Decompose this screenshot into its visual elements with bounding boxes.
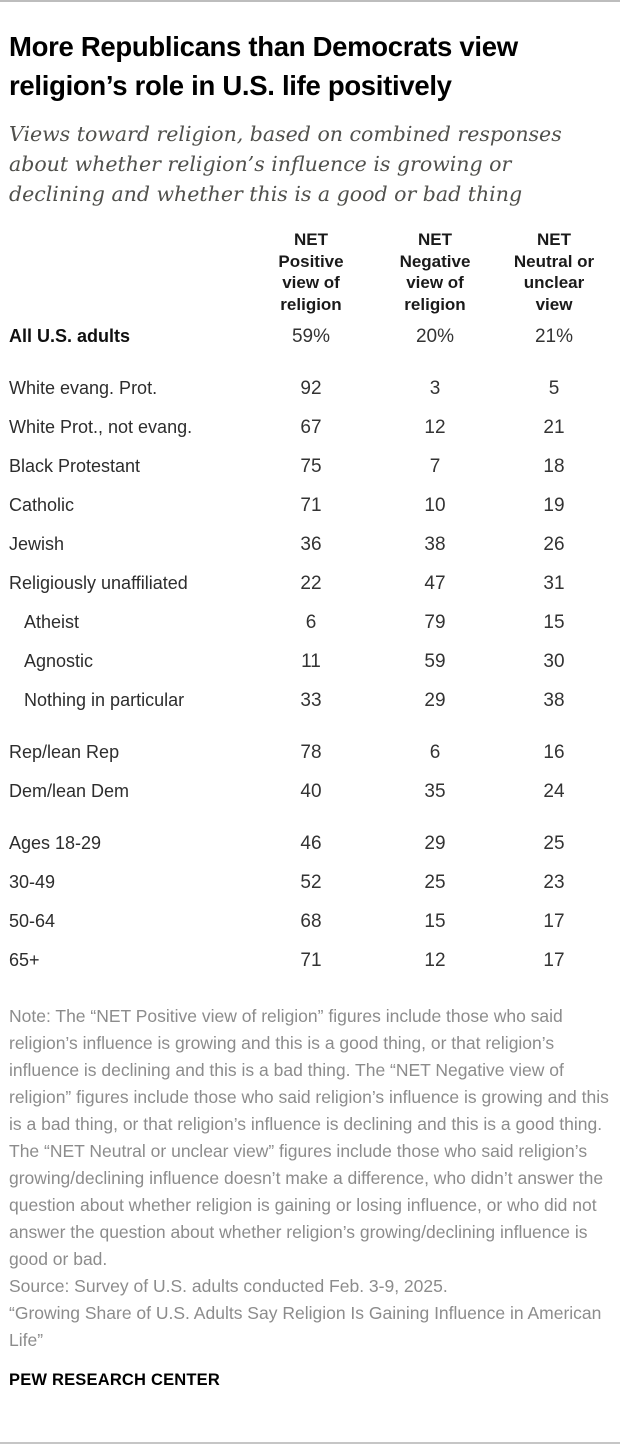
source-text: Source: Survey of U.S. adults conducted … xyxy=(9,1276,448,1296)
row-label: Jewish xyxy=(9,534,65,554)
cell-net-neutral: 16 xyxy=(543,742,565,763)
cell-net-positive: 40 xyxy=(300,781,322,802)
cell-net-negative: 47 xyxy=(424,573,446,594)
row-label: White evang. Prot. xyxy=(9,378,158,398)
cell-net-positive: 71 xyxy=(300,495,322,516)
cell-net-negative: 38 xyxy=(424,534,446,555)
cell-net-positive: 46 xyxy=(300,833,322,854)
cell-net-negative: 12 xyxy=(424,950,446,971)
cell-net-positive: 33 xyxy=(300,690,322,711)
table-row: Nothing in particular 33 29 38 xyxy=(9,688,611,713)
cell-net-neutral: 5 xyxy=(548,378,560,399)
table-row: Atheist 6 79 15 xyxy=(9,610,611,635)
cell-net-neutral: 38 xyxy=(543,690,565,711)
chart-title: More Republicans than Democrats view rel… xyxy=(9,31,518,101)
cell-net-positive: 36 xyxy=(300,534,322,555)
table-row: Jewish 36 38 26 xyxy=(9,532,611,557)
row-label: Nothing in particular xyxy=(24,690,185,710)
cell-net-negative: 79 xyxy=(424,612,446,633)
cell-net-neutral: 24 xyxy=(543,781,565,802)
cell-net-negative: 25 xyxy=(424,872,446,893)
cell-net-positive: 52 xyxy=(300,872,322,893)
cell-net-neutral: 25 xyxy=(543,833,565,854)
table-row: All U.S. adults 59% 20% 21% xyxy=(9,324,611,349)
cell-net-neutral: 30 xyxy=(543,651,565,672)
table-row: White Prot., not evang. 67 12 21 xyxy=(9,415,611,440)
cell-net-negative: 7 xyxy=(429,456,441,477)
cell-net-negative: 29 xyxy=(424,833,446,854)
cell-net-neutral: 26 xyxy=(543,534,565,555)
column-header-net-negative: NET Negative view of religion xyxy=(399,230,471,314)
report-title-text: “Growing Share of U.S. Adults Say Religi… xyxy=(9,1303,602,1350)
row-label: Agnostic xyxy=(24,651,94,671)
column-header-net-neutral: NET Neutral or unclear view xyxy=(513,230,595,314)
cell-net-negative: 59 xyxy=(424,651,446,672)
cell-net-neutral: 21 xyxy=(543,417,565,438)
cell-net-neutral: 17 xyxy=(543,950,565,971)
cell-net-positive: 92 xyxy=(300,378,322,399)
table-row: Agnostic 11 59 30 xyxy=(9,649,611,674)
cell-net-positive: 67 xyxy=(300,417,322,438)
table-row: Catholic 71 10 19 xyxy=(9,493,611,518)
row-label: All U.S. adults xyxy=(9,326,131,346)
row-label: Religiously unaffiliated xyxy=(9,573,188,593)
data-table: NET Positive view of religion NET Negati… xyxy=(9,229,611,973)
table-header-row: NET Positive view of religion NET Negati… xyxy=(9,229,611,315)
cell-net-negative: 29 xyxy=(424,690,446,711)
cell-net-neutral: 23 xyxy=(543,872,565,893)
footnotes-block: Note: The “NET Positive view of religion… xyxy=(9,1003,611,1354)
cell-net-negative: 35 xyxy=(424,781,446,802)
row-label: 30-49 xyxy=(9,872,56,892)
cell-net-neutral: 18 xyxy=(543,456,565,477)
table-row: 65+ 71 12 17 xyxy=(9,948,611,973)
row-label: Black Protestant xyxy=(9,456,141,476)
table-row: Ages 18-29 46 29 25 xyxy=(9,831,611,856)
cell-net-neutral: 31 xyxy=(543,573,565,594)
cell-net-positive: 22 xyxy=(300,573,322,594)
table-row: Religiously unaffiliated 22 47 31 xyxy=(9,571,611,596)
cell-net-neutral: 21% xyxy=(534,326,574,347)
row-label: Atheist xyxy=(24,612,80,632)
cell-net-negative: 6 xyxy=(429,742,441,763)
cell-net-positive: 68 xyxy=(300,911,322,932)
cell-net-positive: 11 xyxy=(301,651,321,672)
row-label: 65+ xyxy=(9,950,40,970)
cell-net-negative: 15 xyxy=(424,911,446,932)
table-row: White evang. Prot. 92 3 5 xyxy=(9,376,611,401)
cell-net-positive: 6 xyxy=(305,612,317,633)
chart-subtitle: Views toward religion, based on combined… xyxy=(9,122,562,206)
cell-net-negative: 12 xyxy=(424,417,446,438)
cell-net-negative: 10 xyxy=(424,495,446,516)
row-label: Ages 18-29 xyxy=(9,833,102,853)
table-row: Dem/lean Dem 40 35 24 xyxy=(9,779,611,804)
row-label: 50-64 xyxy=(9,911,56,931)
cell-net-neutral: 19 xyxy=(543,495,565,516)
cell-net-neutral: 17 xyxy=(543,911,565,932)
note-text: Note: The “NET Positive view of religion… xyxy=(9,1006,609,1269)
table-row: 50-64 68 15 17 xyxy=(9,909,611,934)
pew-chart-card: More Republicans than Democrats view rel… xyxy=(0,27,620,1390)
pew-research-center-wordmark: PEW RESEARCH CENTER xyxy=(9,1371,220,1389)
column-header-net-positive: NET Positive view of religion xyxy=(278,230,344,314)
cell-net-negative: 20% xyxy=(415,326,455,347)
row-label: Rep/lean Rep xyxy=(9,742,120,762)
cell-net-neutral: 15 xyxy=(543,612,565,633)
table-row: Rep/lean Rep 78 6 16 xyxy=(9,740,611,765)
cell-net-positive: 59% xyxy=(291,326,331,347)
table-row: 30-49 52 25 23 xyxy=(9,870,611,895)
row-label: Dem/lean Dem xyxy=(9,781,130,801)
row-label: White Prot., not evang. xyxy=(9,417,193,437)
table-row: Black Protestant 75 7 18 xyxy=(9,454,611,479)
cell-net-positive: 75 xyxy=(300,456,322,477)
cell-net-negative: 3 xyxy=(429,378,441,399)
row-label: Catholic xyxy=(9,495,75,515)
cell-net-positive: 71 xyxy=(300,950,322,971)
cell-net-positive: 78 xyxy=(300,742,322,763)
